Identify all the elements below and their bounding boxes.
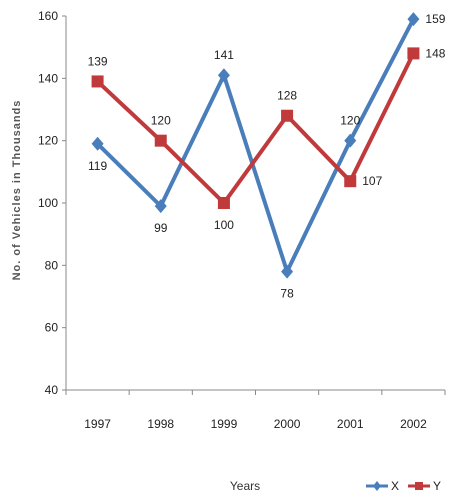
axes [65,16,445,391]
x-tick-label: 1997 [84,417,111,431]
data-label-y: 148 [425,46,445,60]
data-label-x: 119 [88,159,107,173]
data-point-y [344,175,357,188]
data-point-x [91,136,104,151]
data-point-y [154,134,167,147]
data-label-x: 141 [214,48,234,62]
series-line-x [95,17,416,274]
y-tick-label: 140 [38,71,58,85]
data-point-y [217,197,230,209]
data-point-x [407,12,420,27]
x-tick-label: 2001 [337,417,364,431]
y-axis-ticks: 40 60 80 100 120 140 160 [38,9,66,397]
x-axis-title: Years [230,479,260,493]
data-label-y: 107 [362,174,382,188]
y-tick-label: 80 [45,258,59,272]
data-label-x: 120 [340,114,360,128]
data-label-y: 128 [277,89,297,103]
x-tick-label: 1998 [147,417,174,431]
y-tick-label: 100 [38,196,58,210]
x-axis-ticks: 1997 1998 1999 2000 2001 2002 [65,390,446,431]
data-label-x: 78 [280,287,294,301]
series-group [91,12,420,279]
data-point-y [91,75,104,88]
data-point-y [407,47,420,60]
data-point-y [281,109,294,122]
x-tick-label: 2002 [400,417,427,431]
x-tick-label: 1999 [211,417,238,431]
data-label-y: 100 [214,218,234,232]
data-label-y: 120 [151,114,171,128]
legend-label-x: X [391,479,399,493]
y-tick-label: 40 [45,383,59,397]
data-point-x [217,68,230,83]
legend-label-y: Y [433,479,441,493]
data-point-x [281,264,294,279]
y-tick-label: 120 [38,134,58,148]
data-labels: 119 99 141 78 120 159 139 120 100 128 107 148 [88,12,446,300]
x-tick-label: 2000 [274,417,301,431]
y-tick-label: 160 [38,9,58,23]
legend-marker-x [373,481,381,491]
data-label-x: 159 [425,12,445,26]
data-label-y: 139 [88,54,108,68]
y-axis-title: No. of Vehicles in Thousands [11,100,23,281]
legend-marker-y [415,482,423,490]
data-point-x [154,199,167,214]
data-label-x: 99 [154,221,168,235]
y-tick-label: 60 [45,321,59,335]
series-line-y [95,51,416,205]
data-point-x [344,133,357,148]
